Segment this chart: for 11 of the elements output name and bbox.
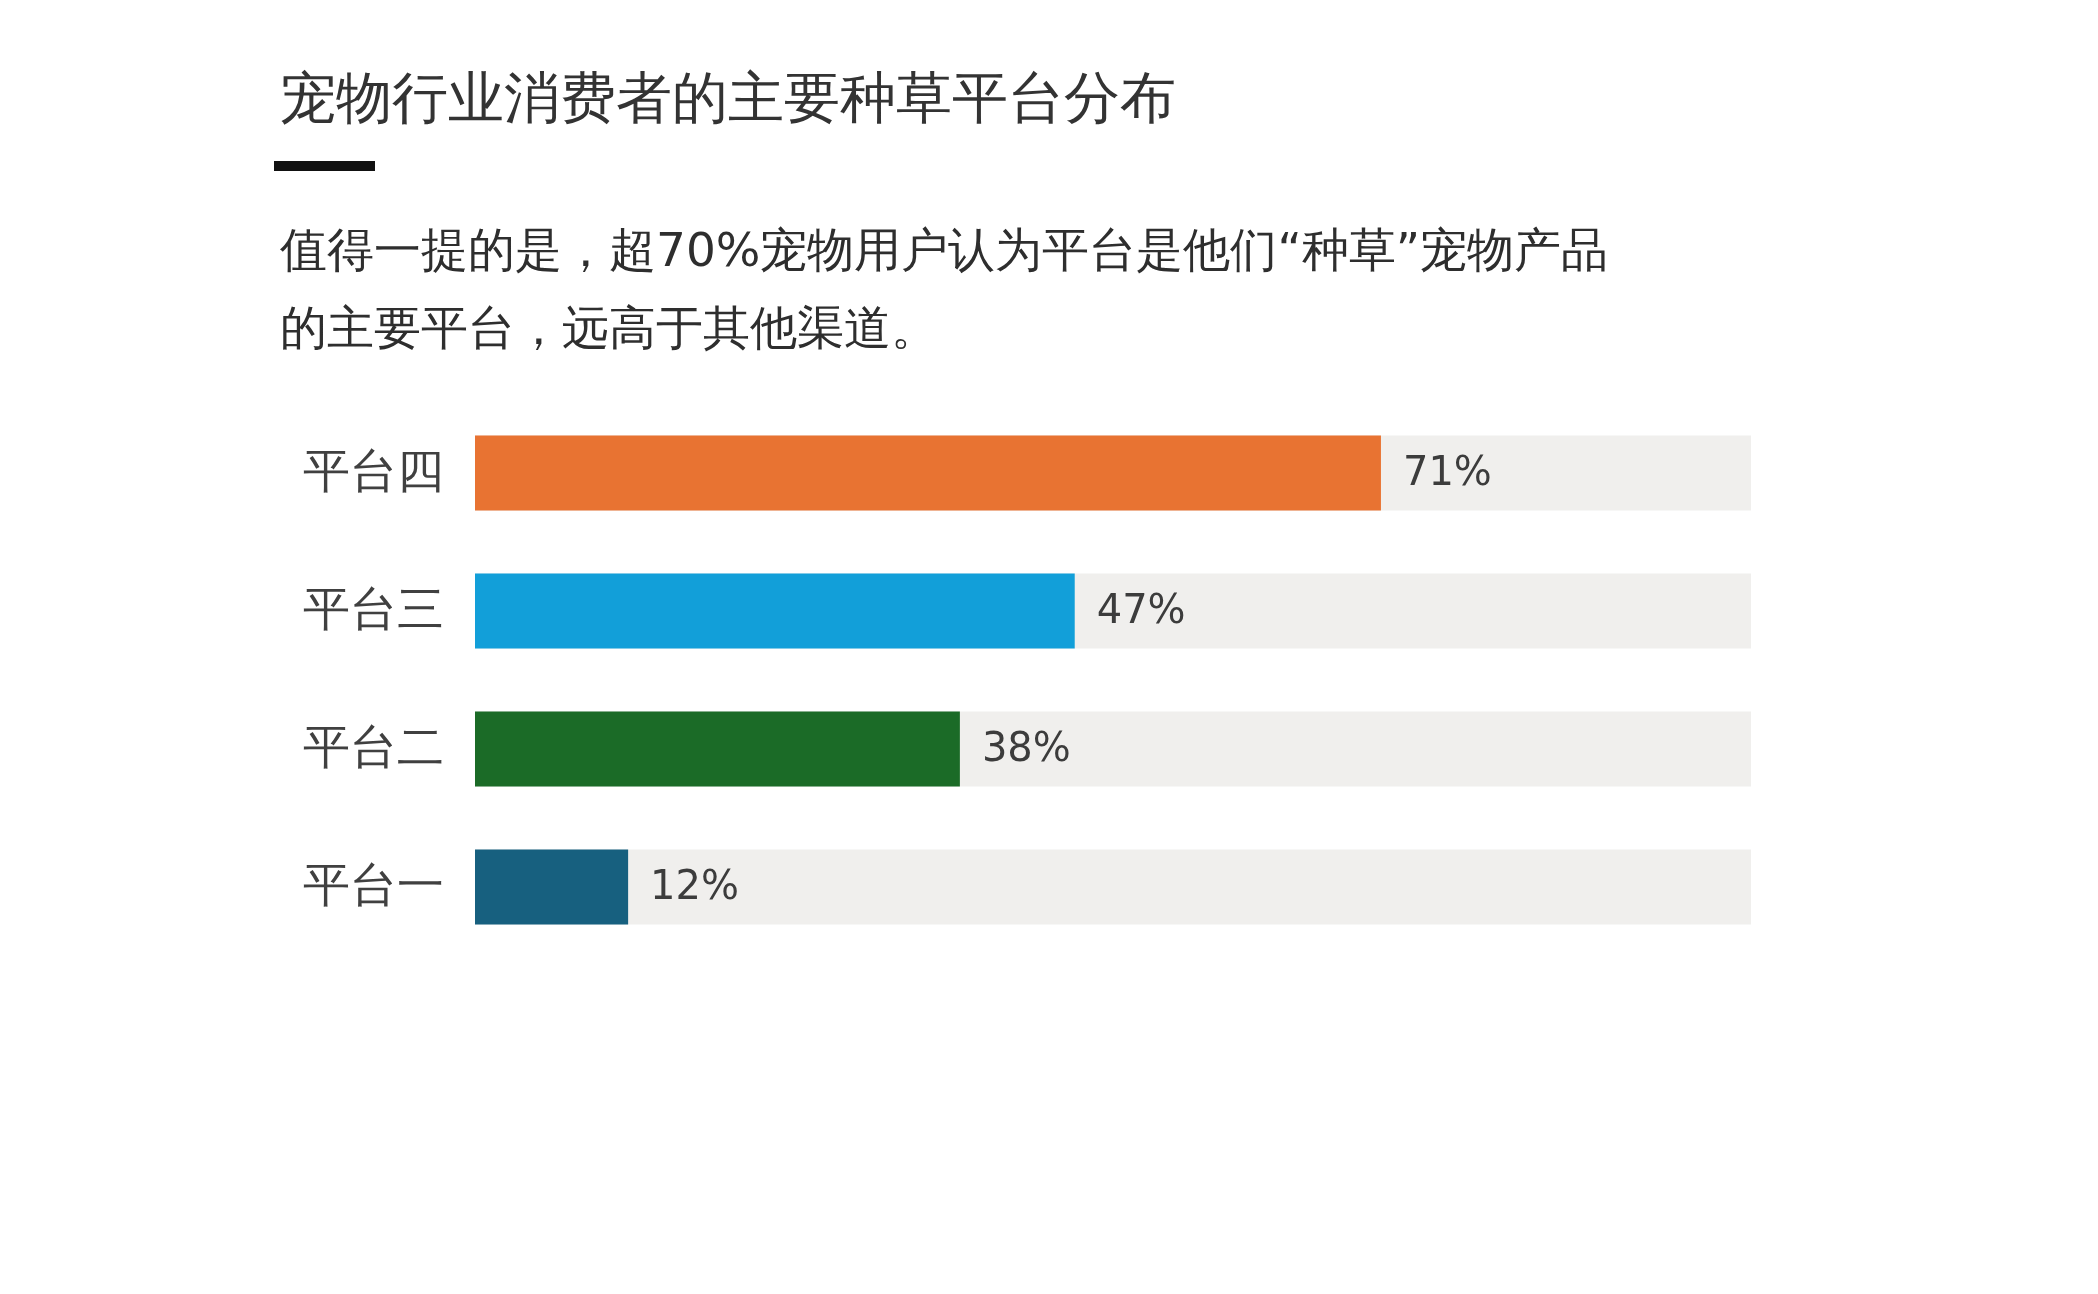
bar	[475, 849, 629, 925]
data-label: 47%	[1096, 586, 1186, 632]
chart-title: 宠物行业消费者的主要种草平台分布	[280, 65, 1176, 130]
data-label: 71%	[1402, 448, 1492, 494]
y-tick-label: 平台四	[302, 443, 444, 498]
y-tick-label: 平台三	[302, 581, 444, 636]
data-label: 38%	[981, 724, 1071, 770]
y-tick-label: 平台二	[302, 719, 444, 774]
chart-subtitle: 值得一提的是，超70%宠物用户认为平台是他们“种草”宠物产品的主要平台，远高于其他渠道。	[280, 222, 1609, 355]
y-tick-label: 平台一	[302, 857, 444, 912]
data-label: 12%	[650, 862, 740, 908]
